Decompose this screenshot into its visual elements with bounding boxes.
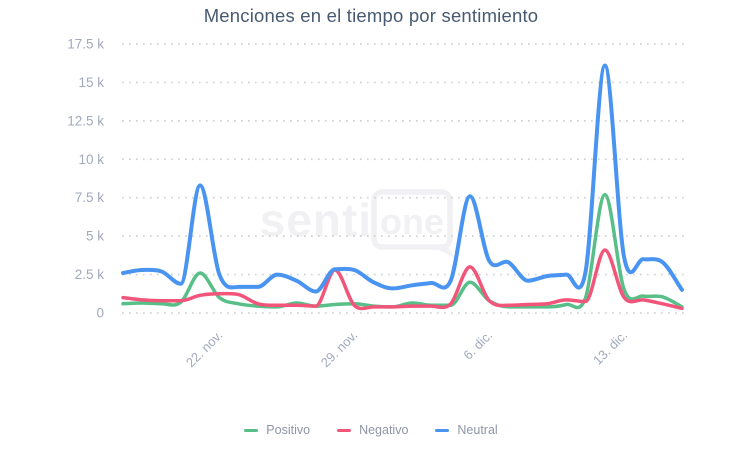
- x-axis-tick-label: 13. dic.: [590, 328, 630, 368]
- watermark-bubble-box: [371, 189, 453, 250]
- y-axis-tick-label: 2.5 k: [75, 267, 105, 282]
- legend-item-negativo[interactable]: Negativo: [337, 423, 408, 437]
- x-axis-tick-label: 22. nov.: [183, 328, 226, 371]
- chart-title: Menciones en el tiempo por sentimiento: [203, 5, 539, 26]
- legend-item-neutral[interactable]: Neutral: [435, 423, 498, 437]
- y-axis-tick-label: 10 k: [78, 152, 104, 167]
- x-axis-tick-label: 6. dic.: [460, 328, 495, 363]
- y-axis-tick-label: 12.5 k: [67, 113, 104, 128]
- watermark-text: senti: [260, 194, 372, 246]
- watermark-boxed-text: one: [380, 201, 444, 242]
- series-line-positivo: [121, 192, 684, 310]
- legend-label-negativo: Negativo: [359, 423, 409, 437]
- legend-label-positivo: Positivo: [266, 423, 311, 437]
- series-line-negativo: [121, 248, 684, 311]
- x-axis-tick-label: 29. nov.: [318, 328, 361, 371]
- legend-marker-positivo: [244, 428, 259, 432]
- y-axis-tick-label: 0: [96, 306, 104, 321]
- legend-label-neutral: Neutral: [457, 423, 498, 437]
- y-axis-tick-label: 7.5 k: [75, 190, 105, 205]
- legend-marker-neutral: [435, 428, 450, 432]
- y-axis-tick-label: 5 k: [86, 229, 104, 244]
- series-line-neutral: [121, 63, 684, 294]
- chart-legend: Positivo Negativo Neutral: [0, 423, 742, 437]
- y-axis-tick-label: 15 k: [78, 75, 104, 90]
- sentione-watermark-logo: senti one: [260, 189, 455, 258]
- legend-marker-negativo: [337, 428, 352, 432]
- watermark-bubble-tail: [430, 244, 455, 258]
- legend-item-positivo[interactable]: Positivo: [244, 423, 310, 437]
- y-axis-tick-label: 17.5 k: [67, 37, 104, 52]
